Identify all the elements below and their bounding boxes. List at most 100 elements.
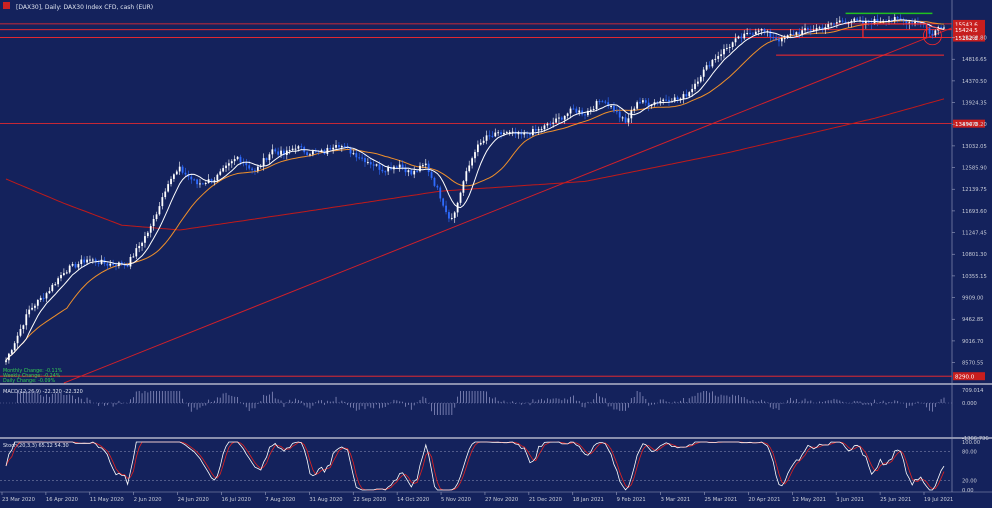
- candle-body: [740, 36, 743, 39]
- candle-body: [320, 150, 323, 152]
- candle-body: [587, 110, 589, 116]
- stochastic-tick-label: 80.00: [962, 450, 977, 456]
- candle-body: [89, 259, 91, 261]
- candle-body: [216, 174, 219, 181]
- x-tick-label: 20 Apr 2021: [748, 497, 780, 503]
- price-label-text: 8290.0: [955, 375, 975, 381]
- x-tick-label: 24 Jun 2020: [178, 497, 209, 503]
- candle-body: [555, 118, 557, 123]
- stochastic-title: Stoch(20,3,3) 65.12 54.30: [3, 443, 69, 449]
- candle-body: [673, 97, 676, 102]
- candle-body: [364, 158, 366, 163]
- candle-body: [572, 108, 575, 110]
- candle-body: [274, 149, 277, 152]
- candle-body: [74, 264, 77, 268]
- candle-body: [65, 272, 68, 274]
- candle-body: [39, 297, 42, 301]
- y-tick-label: 10801.30: [962, 252, 987, 258]
- candle-body: [546, 123, 549, 126]
- x-tick-label: 3 Jun 2021: [836, 497, 864, 503]
- candle-body: [543, 125, 546, 130]
- candle-body: [728, 47, 731, 49]
- candle-body: [329, 147, 332, 150]
- candle-body: [647, 102, 650, 107]
- symbol-title: [DAX30], Daily: DAX30 Index CFD, cash (E…: [16, 4, 153, 11]
- x-tick-label: 25 Mar 2021: [704, 497, 737, 503]
- candle-body: [265, 158, 268, 161]
- candle-body: [468, 165, 471, 172]
- y-tick-label: 12139.75: [962, 187, 987, 193]
- price-label-text: 15543.6: [955, 22, 978, 28]
- candle-body: [558, 117, 560, 119]
- candle-body: [911, 22, 914, 24]
- moving-average-fast: [5, 19, 945, 361]
- y-tick-label: 12585.90: [962, 166, 987, 172]
- candle-body: [199, 183, 201, 185]
- candle-body: [271, 149, 274, 155]
- price-label-tag: [953, 25, 985, 34]
- candle-body: [688, 92, 691, 97]
- candle-body: [91, 259, 94, 261]
- candle-body: [769, 31, 772, 38]
- price-label-text: 15262.8: [955, 36, 978, 42]
- candle-body: [679, 98, 682, 100]
- candle-body: [934, 30, 937, 36]
- y-tick-label: 13032.05: [962, 144, 987, 150]
- candle-body: [497, 132, 500, 134]
- candle-body: [534, 128, 537, 131]
- candle-body: [36, 300, 39, 306]
- candle-body: [928, 28, 931, 34]
- candle-body: [19, 329, 22, 336]
- candle-body: [175, 171, 178, 175]
- candle-body: [10, 350, 13, 354]
- candle-body: [233, 159, 236, 162]
- candle-body: [627, 118, 630, 123]
- trend-line: [63, 27, 953, 384]
- candle-body: [795, 32, 798, 35]
- candle-body: [184, 172, 187, 175]
- candle-body: [500, 132, 502, 135]
- candle-body: [494, 132, 497, 137]
- candle-body: [187, 174, 190, 177]
- candle-body: [285, 150, 288, 155]
- candle-body: [662, 99, 665, 102]
- x-tick-label: 14 Oct 2020: [397, 497, 429, 503]
- candle-body: [737, 36, 740, 39]
- chart-header: [DAX30], Daily: DAX30 Index CFD, cash (E…: [3, 2, 153, 11]
- y-tick-label: 9016.70: [962, 339, 983, 345]
- candle-body: [294, 148, 297, 150]
- candle-body: [225, 165, 227, 169]
- candle-body: [853, 18, 856, 21]
- candle-body: [581, 110, 584, 115]
- candle-body: [453, 212, 456, 218]
- candle-body: [856, 18, 859, 21]
- candle-body: [332, 147, 335, 150]
- candle-body: [633, 108, 636, 111]
- y-tick-label: 9909.00: [962, 296, 983, 302]
- price-label-tag: [953, 33, 985, 42]
- x-tick-label: 3 Mar 2021: [661, 497, 691, 503]
- x-tick-label: 23 Mar 2020: [2, 497, 35, 503]
- y-tick-label: 15262.80: [962, 36, 987, 42]
- candle-body: [193, 179, 196, 181]
- candle-body: [833, 23, 835, 25]
- symbol-flag-icon: [3, 2, 10, 9]
- candle-body: [508, 132, 511, 134]
- candle-body: [262, 158, 265, 166]
- candle-body: [552, 122, 555, 124]
- candle-body: [462, 181, 465, 193]
- candle-body: [636, 102, 639, 109]
- candle-body: [488, 135, 491, 137]
- candle-body: [876, 18, 879, 22]
- candle-body: [601, 101, 604, 103]
- candle-body: [129, 256, 132, 267]
- macd-title: MACD(12,26,9) -22.320 -22.320: [3, 389, 83, 395]
- candle-body: [821, 27, 824, 30]
- candle-body: [152, 219, 155, 227]
- candle-body: [798, 32, 801, 35]
- candle-body: [465, 171, 468, 182]
- candle-body: [888, 19, 890, 22]
- y-tick-label: 14370.50: [962, 79, 987, 85]
- candle-body: [421, 165, 424, 167]
- candle-body: [181, 166, 184, 173]
